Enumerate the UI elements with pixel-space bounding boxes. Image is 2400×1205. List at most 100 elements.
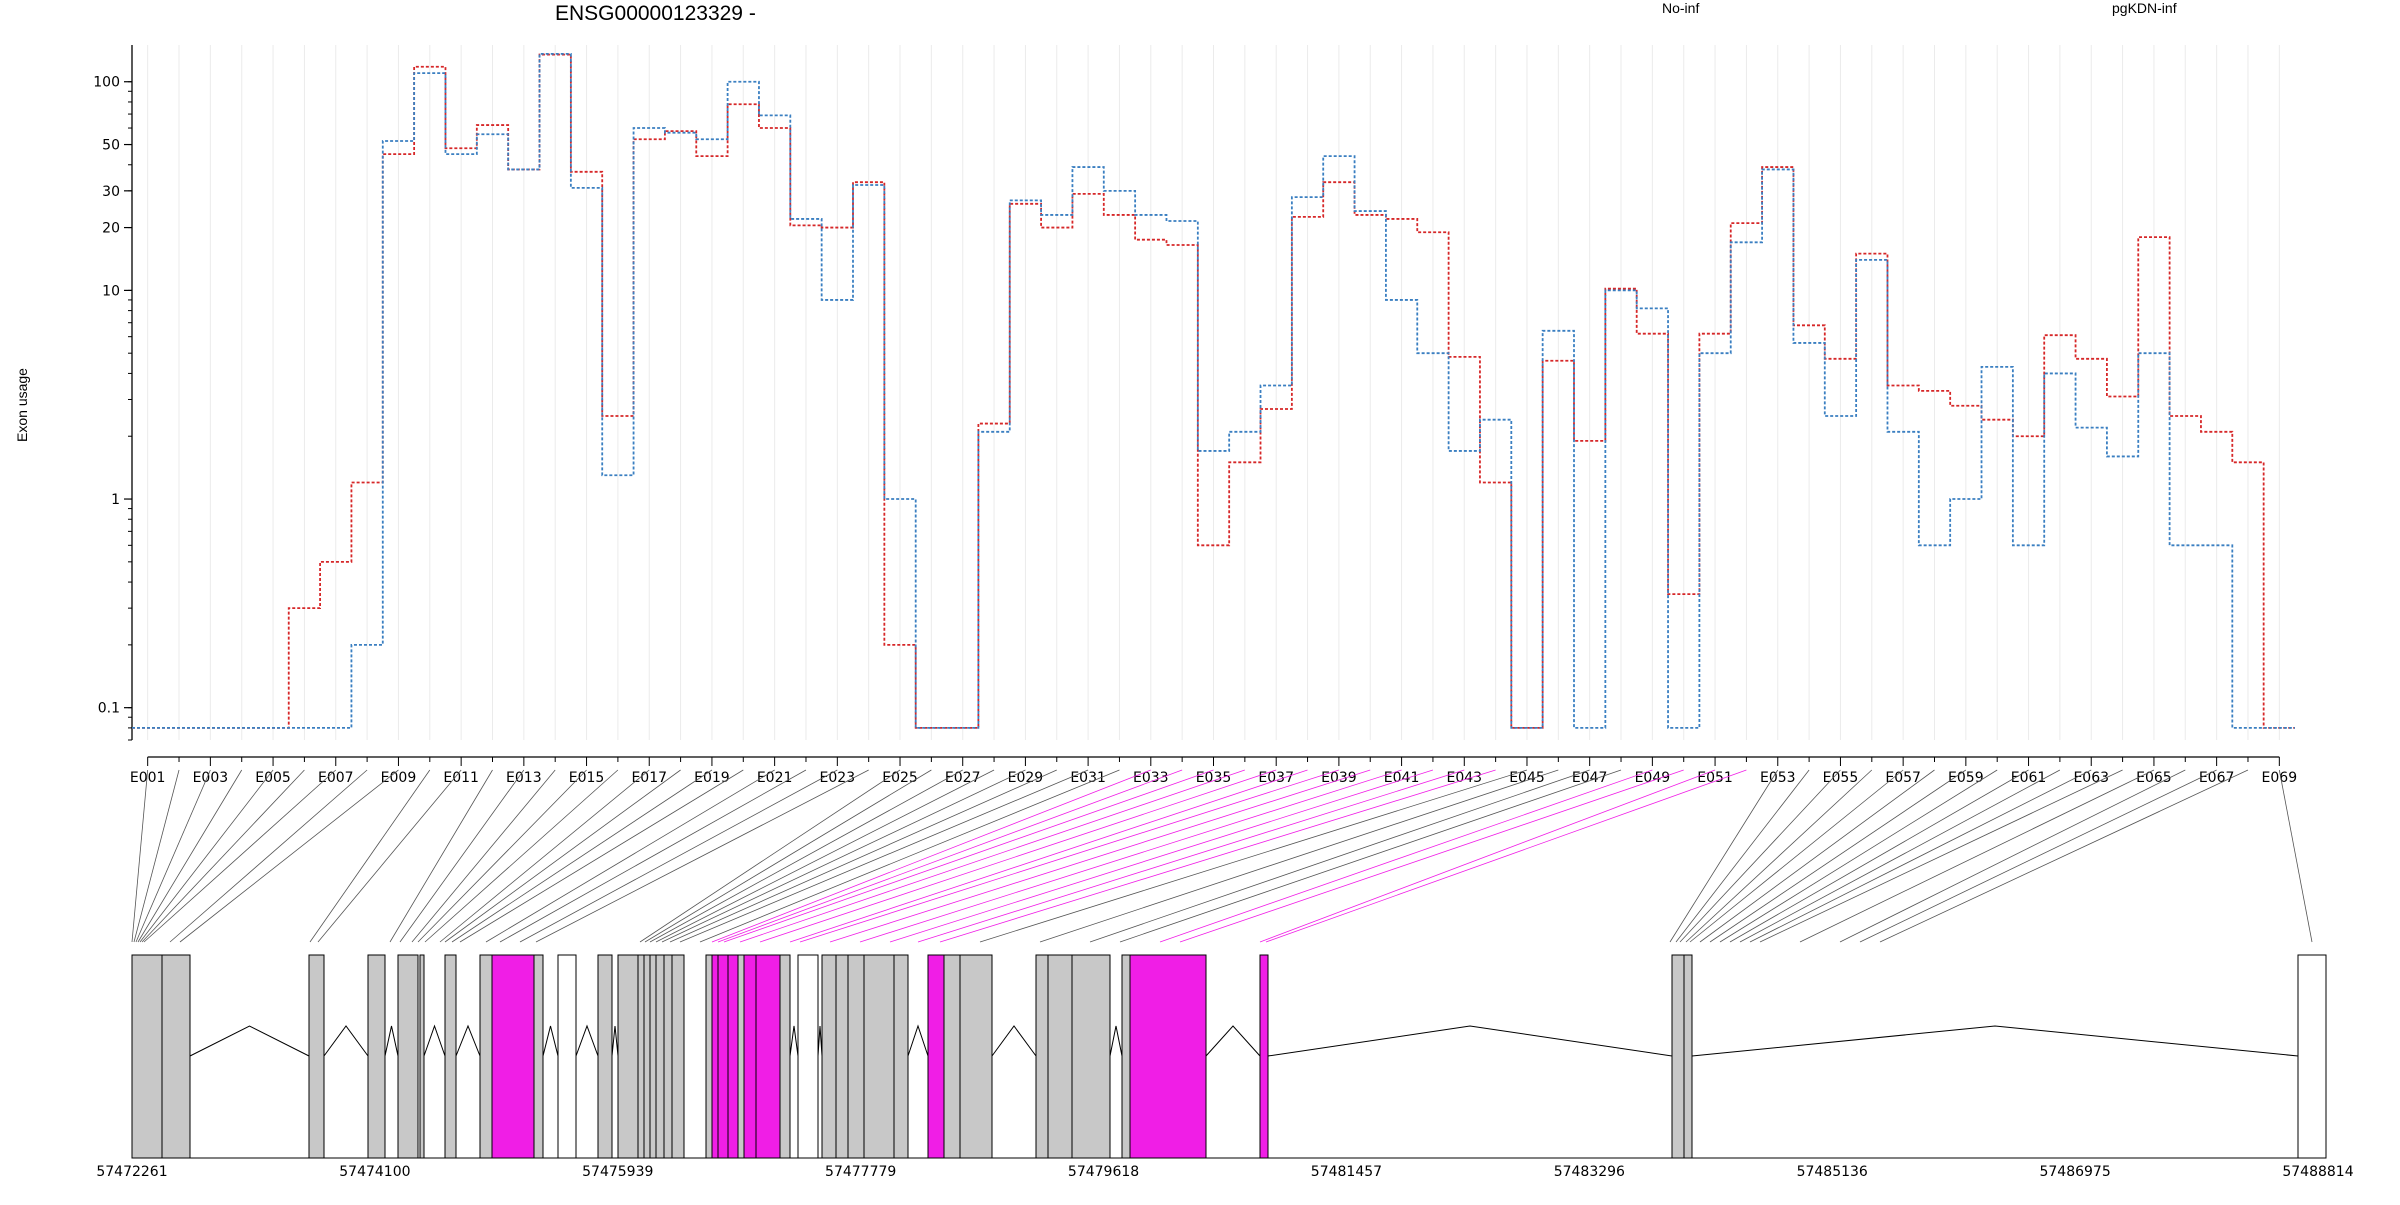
exon-connector-line bbox=[1159, 769, 1653, 943]
x-tick-label: E003 bbox=[193, 770, 229, 786]
exon-connector-line bbox=[169, 769, 368, 943]
exon-box bbox=[1259, 954, 1269, 1159]
coordinate-label: 57481457 bbox=[1311, 1164, 1382, 1180]
intron-line bbox=[907, 1024, 929, 1057]
exon-connector-line bbox=[1699, 769, 1935, 943]
coordinate-label: 57477779 bbox=[825, 1164, 896, 1180]
exon-connector-line bbox=[1879, 769, 2249, 943]
coordinate-label: 57483296 bbox=[1554, 1164, 1625, 1180]
x-tick-label: E019 bbox=[694, 770, 730, 786]
exon-connector-line bbox=[399, 769, 525, 943]
exon-connector-line bbox=[1259, 769, 1716, 943]
exon-connector-line bbox=[451, 769, 713, 943]
y-axis-label: Exon usage bbox=[14, 368, 30, 442]
exon-box bbox=[755, 954, 781, 1159]
x-tick-label: E049 bbox=[1635, 770, 1671, 786]
exon-box bbox=[479, 954, 493, 1159]
y-tick-label: 20 bbox=[102, 221, 120, 237]
y-tick-label: 50 bbox=[102, 138, 120, 154]
intron-line bbox=[1691, 1025, 2299, 1057]
legend-label-pgkdn-inf: pgKDN-inf bbox=[2112, 0, 2177, 16]
intron-line bbox=[1205, 1025, 1261, 1057]
intron-line bbox=[384, 1025, 399, 1057]
exon-connector-line bbox=[317, 769, 462, 943]
exon-connector-line bbox=[424, 769, 619, 943]
exon-box bbox=[2297, 954, 2327, 1159]
x-tick-label: E065 bbox=[2136, 770, 2172, 786]
coordinate-label: 57486975 bbox=[2039, 1164, 2110, 1180]
exon-connector-line bbox=[1709, 769, 1967, 943]
x-tick-label: E017 bbox=[631, 770, 667, 786]
intron-line bbox=[789, 1025, 799, 1057]
series-line-no-inf bbox=[132, 53, 2295, 729]
exon-connector-line bbox=[1089, 769, 1590, 943]
x-tick-label: E013 bbox=[506, 770, 542, 786]
intron-line bbox=[817, 1025, 823, 1057]
exon-connector-line bbox=[711, 769, 1151, 943]
exon-box bbox=[835, 954, 849, 1159]
exon-box bbox=[161, 954, 191, 1159]
exon-connector-line bbox=[135, 769, 211, 943]
x-tick-label: E047 bbox=[1572, 770, 1608, 786]
exon-connector-line bbox=[917, 769, 1465, 943]
exon-connector-line bbox=[389, 769, 493, 943]
exon-box bbox=[1121, 954, 1131, 1159]
x-tick-label: E055 bbox=[1823, 770, 1859, 786]
x-tick-label: E033 bbox=[1133, 770, 1169, 786]
exon-box bbox=[671, 954, 685, 1159]
x-tick-label: E025 bbox=[882, 770, 918, 786]
y-tick-label: 1 bbox=[111, 492, 120, 508]
exon-connector-line bbox=[1839, 769, 2186, 943]
coordinate-label: 57472261 bbox=[96, 1164, 167, 1180]
exon-box bbox=[727, 954, 739, 1159]
exon-box bbox=[131, 954, 163, 1159]
chart-title: ENSG00000123329 - bbox=[555, 2, 756, 25]
exon-connector-line bbox=[1689, 769, 1904, 943]
x-tick-label: E023 bbox=[820, 770, 856, 786]
exon-connector-line bbox=[669, 769, 1057, 943]
x-tick-label: E007 bbox=[318, 770, 354, 786]
exon-box bbox=[663, 954, 673, 1159]
exon-connector-line bbox=[661, 769, 1026, 943]
exon-box bbox=[617, 954, 639, 1159]
exon-box bbox=[655, 954, 665, 1159]
intron-line bbox=[542, 1025, 559, 1057]
exon-connector-line bbox=[519, 769, 838, 943]
intron-line bbox=[189, 1025, 310, 1057]
exon-connector-line bbox=[717, 769, 1183, 943]
exon-connector-line bbox=[789, 769, 1308, 943]
x-tick-label: E005 bbox=[255, 770, 291, 786]
exon-box bbox=[927, 954, 945, 1159]
y-tick-label: 30 bbox=[102, 184, 120, 200]
exon-connector-line bbox=[1799, 769, 2155, 943]
exon-connector-line bbox=[649, 769, 963, 943]
exon-connector-line bbox=[859, 769, 1402, 943]
exon-box bbox=[367, 954, 386, 1159]
exon-connector-line bbox=[759, 769, 1277, 943]
exon-connector-line bbox=[1859, 769, 2217, 943]
exon-connector-line bbox=[699, 769, 1120, 943]
intron-line bbox=[423, 1024, 446, 1057]
y-tick-label: 10 bbox=[102, 283, 120, 299]
exon-box bbox=[491, 954, 535, 1159]
intron-line bbox=[575, 1024, 599, 1057]
intron-line bbox=[611, 1025, 619, 1057]
exon-connector-line bbox=[2278, 769, 2313, 943]
y-tick-label: 100 bbox=[93, 75, 120, 91]
exon-box bbox=[717, 954, 729, 1159]
exon-connector-line bbox=[141, 769, 305, 943]
exon-connector-line bbox=[829, 769, 1371, 943]
exon-box bbox=[308, 954, 325, 1159]
coordinate-label: 57475939 bbox=[582, 1164, 653, 1180]
exon-connector-line bbox=[655, 769, 995, 943]
exon-connector-line bbox=[679, 769, 1089, 943]
exon-connector-line bbox=[444, 769, 681, 943]
coordinate-label: 57485136 bbox=[1797, 1164, 1868, 1180]
x-tick-label: E009 bbox=[381, 770, 417, 786]
exon-box bbox=[821, 954, 837, 1159]
exon-connector-line bbox=[1669, 769, 1779, 943]
exon-connector-line bbox=[485, 769, 775, 943]
exon-box bbox=[1671, 954, 1685, 1159]
exon-connector-line bbox=[411, 769, 556, 943]
